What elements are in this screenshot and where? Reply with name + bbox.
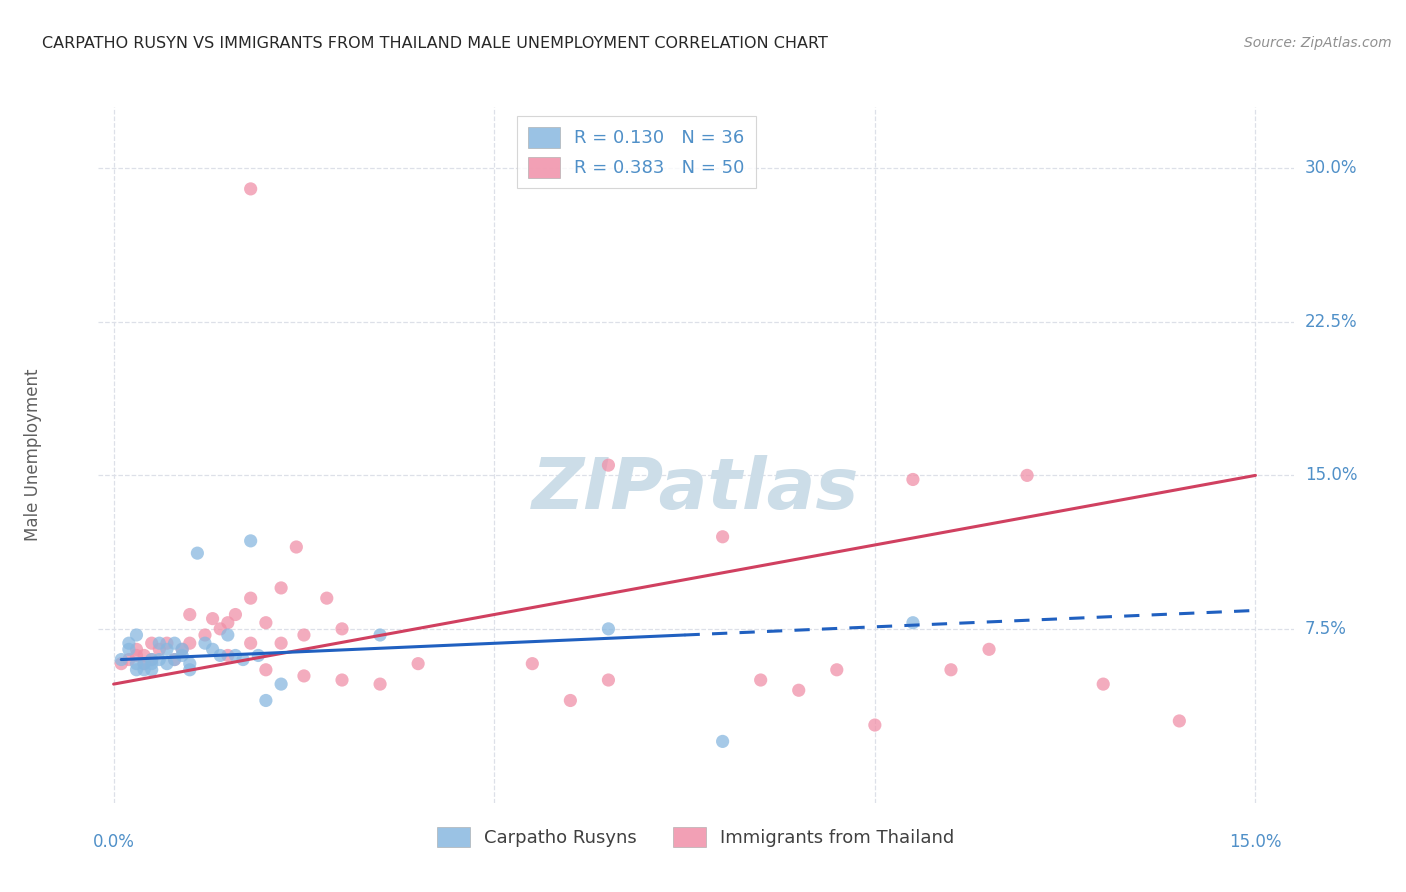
Point [148, 636, 170, 650]
Point [118, 652, 141, 666]
Point [125, 663, 148, 677]
Point [247, 648, 270, 663]
Point [201, 612, 224, 626]
Point [110, 657, 132, 671]
Point [1168, 714, 1191, 728]
Point [194, 636, 217, 650]
Point [156, 636, 179, 650]
Point [598, 622, 620, 636]
Point [239, 591, 262, 606]
Point [194, 628, 217, 642]
Point [163, 652, 186, 666]
Text: CARPATHO RUSYN VS IMMIGRANTS FROM THAILAND MALE UNEMPLOYMENT CORRELATION CHART: CARPATHO RUSYN VS IMMIGRANTS FROM THAILA… [42, 36, 828, 51]
Point [172, 642, 194, 657]
Point [172, 648, 194, 663]
Point [711, 530, 734, 544]
Point [270, 636, 292, 650]
Point [172, 642, 194, 657]
Point [254, 693, 277, 707]
Point [209, 648, 232, 663]
Point [406, 657, 429, 671]
Point [148, 642, 170, 657]
Point [186, 546, 208, 560]
Point [141, 652, 163, 666]
Point [254, 663, 277, 677]
Point [239, 182, 262, 196]
Point [787, 683, 810, 698]
Point [179, 663, 201, 677]
Point [560, 693, 582, 707]
Point [901, 473, 924, 487]
Point [209, 622, 232, 636]
Point [156, 642, 179, 657]
Point [141, 663, 163, 677]
Point [368, 628, 391, 642]
Point [598, 673, 620, 687]
Text: 15.0%: 15.0% [1305, 467, 1357, 484]
Point [1017, 468, 1039, 483]
Text: 15.0%: 15.0% [1229, 833, 1282, 851]
Text: Source: ZipAtlas.com: Source: ZipAtlas.com [1244, 36, 1392, 50]
Point [224, 648, 246, 663]
Point [901, 615, 924, 630]
Point [132, 657, 155, 671]
Point [163, 636, 186, 650]
Point [132, 657, 155, 671]
Point [141, 652, 163, 666]
Point [825, 663, 848, 677]
Point [270, 581, 292, 595]
Legend: R = 0.130   N = 36, R = 0.383   N = 50: R = 0.130 N = 36, R = 0.383 N = 50 [517, 116, 755, 188]
Point [863, 718, 886, 732]
Point [711, 734, 734, 748]
Point [141, 636, 163, 650]
Point [315, 591, 337, 606]
Point [270, 677, 292, 691]
Point [977, 642, 1000, 657]
Point [217, 615, 239, 630]
Point [179, 607, 201, 622]
Point [125, 628, 148, 642]
Point [522, 657, 544, 671]
Point [132, 648, 155, 663]
Point [939, 663, 962, 677]
Point [292, 669, 315, 683]
Point [118, 642, 141, 657]
Point [148, 652, 170, 666]
Point [110, 652, 132, 666]
Text: 30.0%: 30.0% [1305, 160, 1357, 178]
Point [254, 615, 277, 630]
Point [330, 673, 353, 687]
Point [239, 636, 262, 650]
Text: 22.5%: 22.5% [1305, 313, 1357, 331]
Point [292, 628, 315, 642]
Point [285, 540, 308, 554]
Point [118, 636, 141, 650]
Text: Male Unemployment: Male Unemployment [24, 368, 42, 541]
Point [749, 673, 772, 687]
Point [141, 657, 163, 671]
Point [1092, 677, 1115, 691]
Point [224, 607, 246, 622]
Point [217, 628, 239, 642]
Point [217, 648, 239, 663]
Point [179, 636, 201, 650]
Point [201, 642, 224, 657]
Text: ZIPatlas: ZIPatlas [533, 455, 859, 524]
Point [132, 663, 155, 677]
Point [330, 622, 353, 636]
Point [179, 657, 201, 671]
Point [125, 642, 148, 657]
Text: 0.0%: 0.0% [93, 833, 135, 851]
Text: 7.5%: 7.5% [1305, 620, 1347, 638]
Point [232, 652, 254, 666]
Point [125, 648, 148, 663]
Point [598, 458, 620, 472]
Point [125, 657, 148, 671]
Point [156, 657, 179, 671]
Point [163, 652, 186, 666]
Point [368, 677, 391, 691]
Point [239, 533, 262, 548]
